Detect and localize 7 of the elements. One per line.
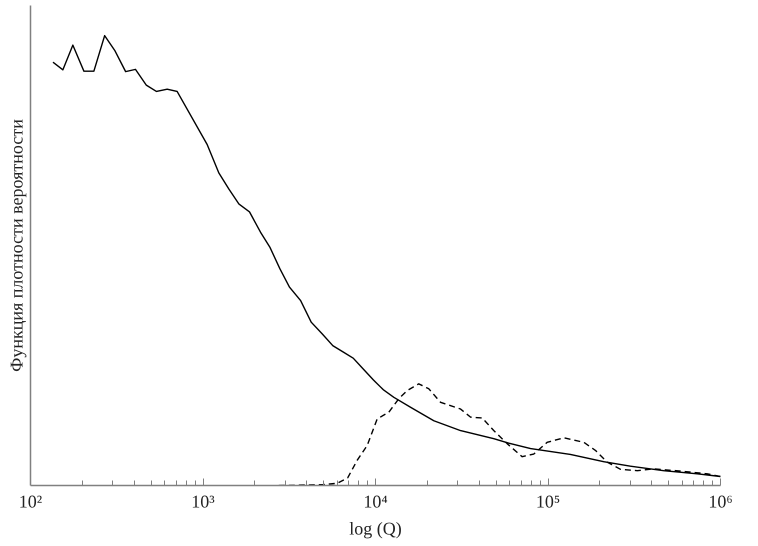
x-tick-label: 10³ — [191, 492, 216, 512]
x-tick-label: 10² — [18, 492, 42, 512]
x-tick-label: 10⁵ — [536, 492, 560, 512]
y-axis-title: Функция плотности вероятности — [6, 118, 26, 372]
x-tick-label: 10⁴ — [363, 492, 388, 512]
x-axis-title: log (Q) — [349, 518, 402, 538]
x-tick-label: 10⁶ — [708, 492, 733, 512]
